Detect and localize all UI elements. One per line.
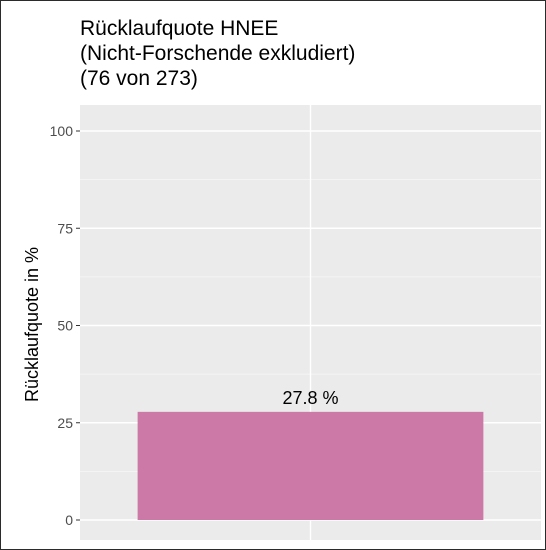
- chart-title-line-1: Rücklaufquote HNEE: [80, 17, 279, 40]
- bar-data-label: 27.8 %: [282, 388, 338, 408]
- y-tick-label: 75: [57, 220, 73, 236]
- y-tick-label: 0: [65, 512, 73, 528]
- chart-title: Rücklaufquote HNEE (Nicht-Forschende exk…: [80, 16, 355, 91]
- chart-title-line-2: (Nicht-Forschende exkludiert): [80, 42, 356, 65]
- y-axis: 0 25 50 75 100: [50, 123, 80, 528]
- y-tick-label: 50: [57, 318, 73, 334]
- bar: [137, 411, 484, 520]
- y-tick-label: 25: [57, 415, 73, 431]
- y-tick-label: 100: [50, 123, 74, 139]
- chart-title-line-3: (76 von 273): [80, 67, 198, 90]
- bars: 27.8 %: [137, 388, 484, 520]
- y-axis-label: Rücklaufquote in %: [22, 247, 42, 402]
